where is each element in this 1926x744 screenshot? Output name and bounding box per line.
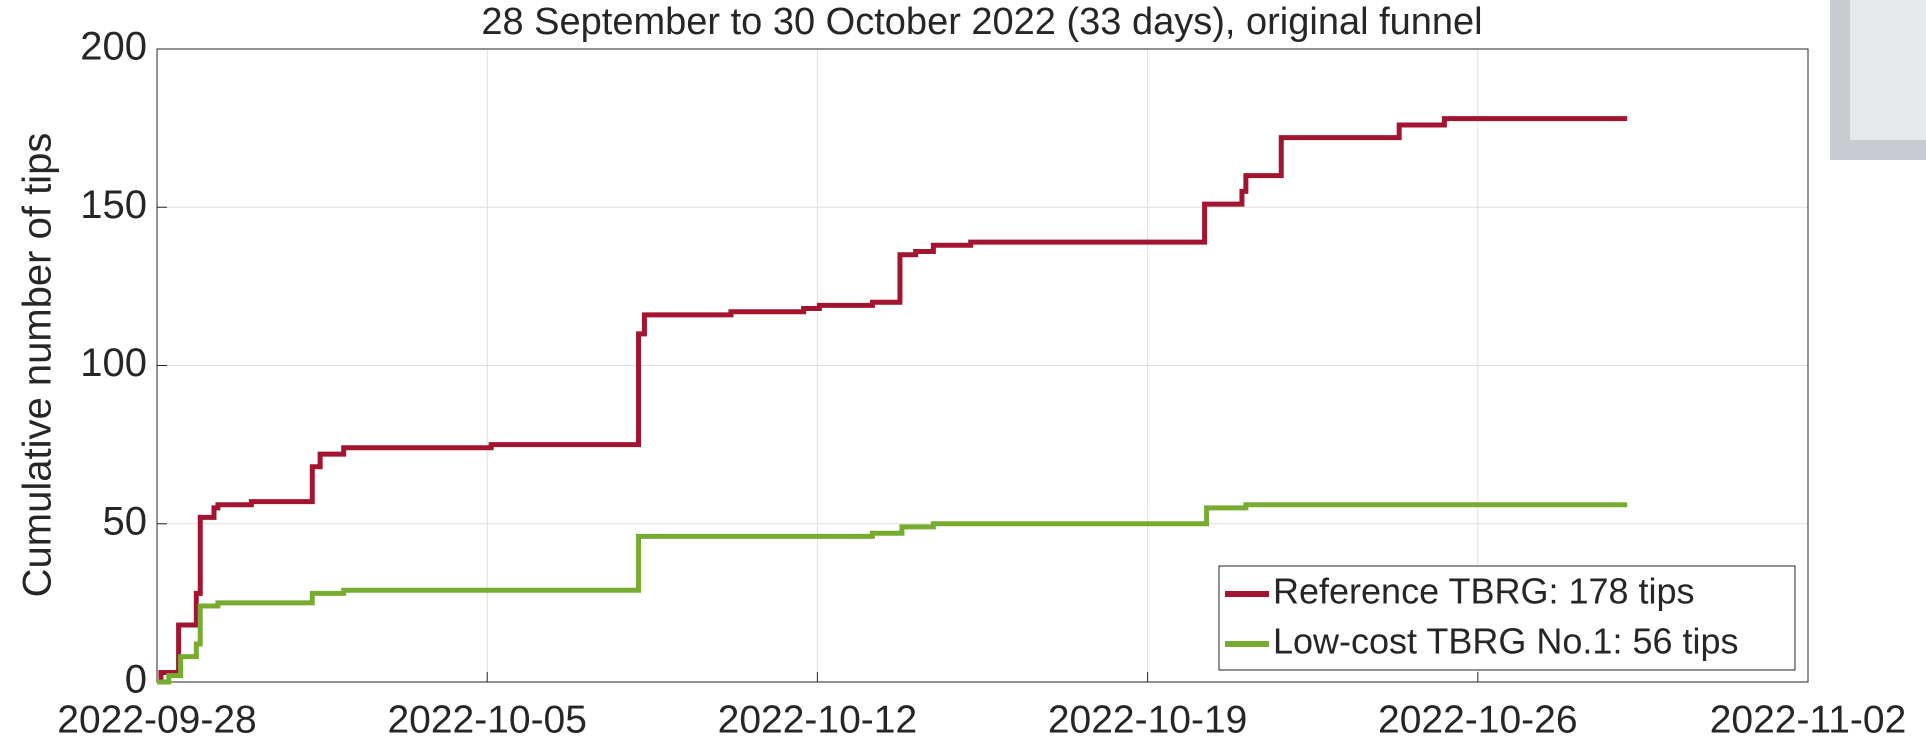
y-tick-label: 200 bbox=[80, 25, 147, 69]
x-tick-label: 2022-09-28 bbox=[57, 698, 257, 741]
y-tick-label: 150 bbox=[80, 183, 147, 227]
x-tick-label: 2022-10-26 bbox=[1378, 698, 1578, 741]
y-tick-label: 100 bbox=[80, 341, 147, 385]
step-line bbox=[157, 116, 1628, 685]
legend-label: Low-cost TBRG No.1: 56 tips bbox=[1273, 621, 1739, 662]
x-tick-label: 2022-11-02 bbox=[1710, 698, 1907, 741]
plot-frame bbox=[156, 48, 1809, 683]
x-tick-label: 2022-10-12 bbox=[718, 698, 918, 741]
y-tick-label: 50 bbox=[103, 499, 148, 543]
legend-label: Reference TBRG: 178 tips bbox=[1273, 571, 1695, 612]
y-axis-label: Cumulative number of tips bbox=[16, 133, 60, 598]
x-tick-label: 2022-10-19 bbox=[1048, 698, 1248, 741]
chart-title: 28 September to 30 October 2022 (33 days… bbox=[481, 1, 1482, 43]
y-tick-label: 0 bbox=[125, 658, 147, 702]
step-line bbox=[157, 502, 1628, 685]
x-tick-label: 2022-10-05 bbox=[387, 698, 587, 741]
photo-fragment-inner bbox=[1850, 0, 1926, 140]
legend-box bbox=[1218, 565, 1796, 671]
